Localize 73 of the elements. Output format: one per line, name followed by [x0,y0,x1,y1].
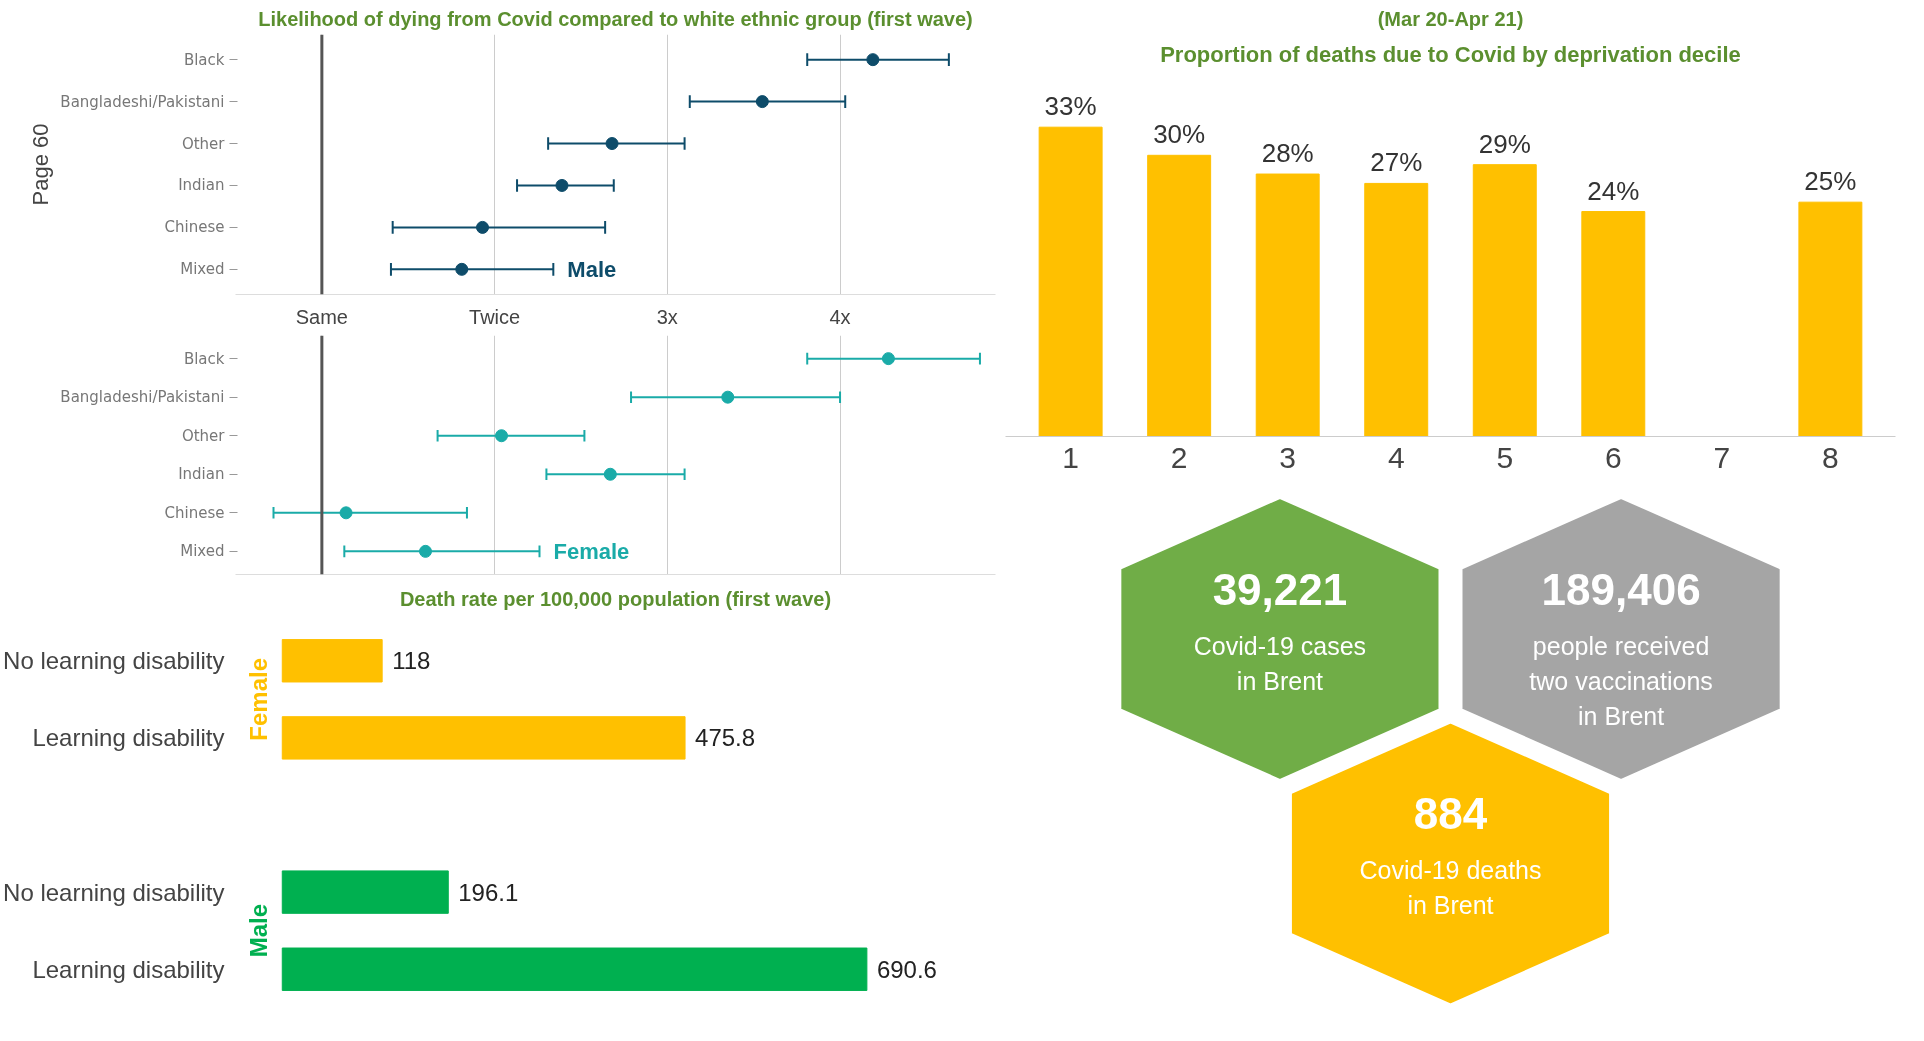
y-tick-label: Learning disability [32,724,225,752]
point [603,467,617,481]
data-label: 118 [392,647,431,675]
y-tick-label: Chinese [164,503,225,522]
chart-title: Proportion of deaths due to Covid by deprivation decile [1160,41,1741,67]
y-tick-label: Mixed [180,542,225,561]
y-tick-label: Indian [178,465,225,484]
x-tick-label: 8 [1822,440,1839,474]
bar [1147,154,1212,437]
data-label: 196.1 [458,878,519,906]
chart-subtitle: (Mar 20-Apr 21) [1377,7,1524,30]
x-tick-label: 4 [1387,440,1405,474]
y-tick-label: Black [183,50,225,69]
category-label: Covid-19 deaths in Brent [1359,856,1542,920]
data-label: 30% [1153,119,1206,150]
y-tick-label: Learning disability [32,955,225,983]
point [455,262,469,276]
text: Female [553,538,630,564]
bar [1581,211,1646,437]
chart-title: Death rate per 100,000 population (first wave) [399,587,832,610]
x-tick-label: 1 [1062,440,1079,474]
category-label: people received two vaccinations in Brent [1529,631,1713,730]
data-label: 39,221 [1212,564,1348,614]
x-tick-label: 3x [656,305,678,328]
y-tick-label: No learning disability [3,878,225,906]
y-tick-label: Indian [178,176,225,195]
point [721,390,735,404]
x-tick-label: 3 [1279,440,1297,474]
y-tick-label: Other [181,426,226,445]
chart-title: Likelihood of dying from Covid compared to white ethnic group (first wave) [258,7,973,30]
data-label: 475.8 [695,724,756,752]
bar [1472,164,1537,437]
data-label: 884 [1413,789,1488,839]
text: Female [245,657,273,741]
text: Male [245,903,273,958]
point [419,544,432,558]
y-tick-label: Black [183,349,225,368]
point [495,429,508,443]
data-label: 25% [1804,166,1857,197]
point [755,95,769,109]
point [476,220,489,234]
data-label: 27% [1370,147,1423,178]
data-label: 28% [1261,138,1314,169]
point [555,178,569,192]
x-tick-label: 6 [1604,440,1622,474]
bar [1255,173,1320,437]
point [605,137,619,151]
bar [1364,182,1429,437]
point [881,352,895,366]
bar [1798,201,1863,437]
y-tick-label: Chinese [164,218,225,237]
data-label: 33% [1044,91,1097,122]
y-tick-label: No learning disability [3,647,225,675]
data-label: 690.6 [876,955,937,983]
x-tick-label: 4x [829,305,851,328]
text: Page 60 [27,123,53,206]
data-label: 29% [1478,128,1531,159]
x-tick-label: 5 [1496,440,1514,474]
point [339,506,353,520]
y-tick-label: Bangladeshi/Pakistani [60,388,225,407]
text: Male [567,256,617,282]
point [866,53,880,67]
data-label: 24% [1587,175,1640,206]
category-label: Covid-19 cases in Brent [1193,631,1367,695]
x-tick-label: 7 [1713,440,1731,474]
y-tick-label: Mixed [180,260,225,279]
x-tick-label: Same [295,305,348,328]
y-tick-label: Other [181,134,226,153]
y-tick-label: Bangladeshi/Pakistani [60,92,225,111]
data-label: 189,406 [1541,564,1701,614]
x-tick-label: Twice [469,305,521,328]
bar [1038,126,1103,437]
x-tick-label: 2 [1170,440,1188,474]
